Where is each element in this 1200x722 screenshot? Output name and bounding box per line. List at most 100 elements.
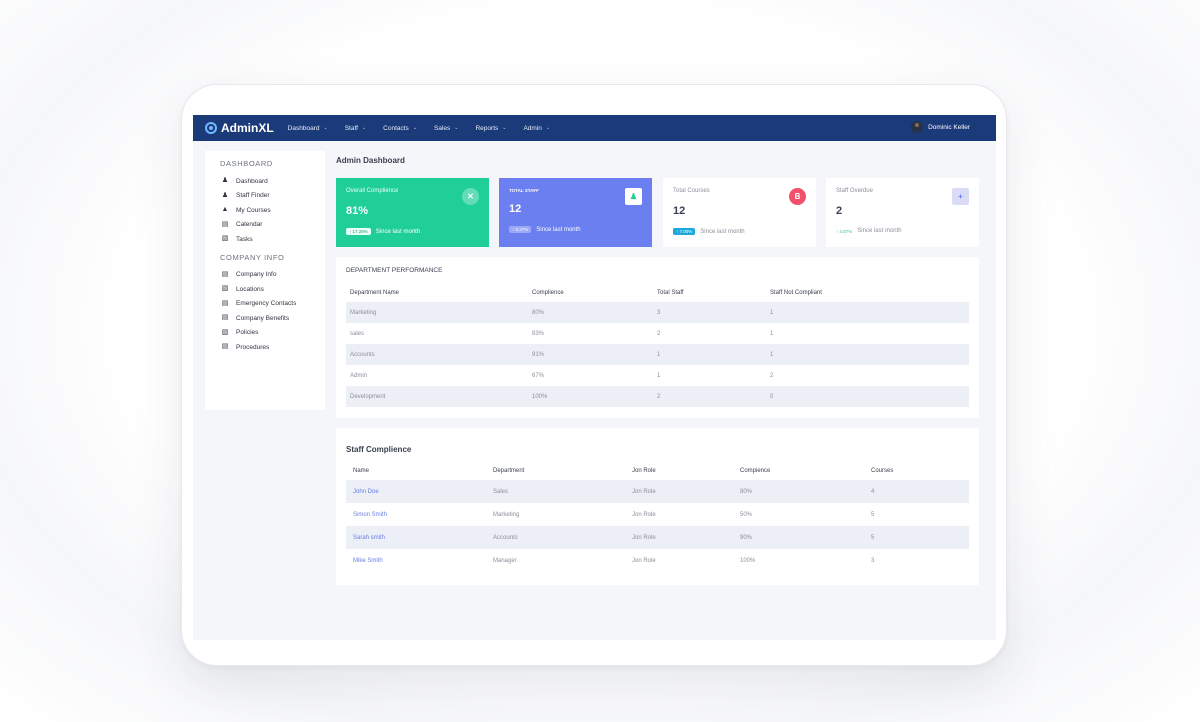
close-icon: ✕ [462, 188, 479, 205]
table-cell: 100% [740, 557, 756, 564]
panel-title: Staff Complience [346, 445, 412, 454]
table-row[interactable]: Development 100% 2 0 [346, 386, 969, 407]
table-cell: 3 [871, 557, 875, 564]
table-cell: 1 [770, 330, 774, 337]
table-cell: 67% [532, 372, 545, 379]
table-cell: Development [346, 386, 532, 407]
sidebar-item-locations[interactable]: ▧ Locations [221, 282, 325, 297]
menu-label: Admin [523, 124, 542, 132]
menu-admin[interactable]: Admin ⌄ [523, 125, 550, 132]
table-cell: 50% [740, 511, 753, 518]
staff-name-link[interactable]: John Doe [346, 480, 493, 503]
id-card-icon: ▤ [221, 299, 229, 307]
panel-title: DEPARTMENT PERFORMANCE [346, 267, 443, 274]
brand-name: AdminXL [221, 121, 274, 135]
table-cell: 2 [657, 330, 661, 337]
chevron-down-icon: ⌄ [545, 125, 551, 131]
sidebar-item-emergency-contacts[interactable]: ▤ Emergency Contacts [221, 297, 325, 312]
menu-label: Sales [434, 124, 451, 132]
users-icon: ♟ [221, 191, 229, 199]
table-cell: Accounts [493, 526, 632, 549]
menu-reports[interactable]: Reports ⌄ [475, 125, 506, 132]
sidebar-item-calendar[interactable]: ▤ Calendar [221, 218, 325, 233]
stat-card-compliance[interactable]: Overall Complience 81% ↑ 17.28% Since la… [336, 178, 489, 247]
trend-badge: ↑ 7.00% [673, 228, 696, 235]
sidebar-item-procedures[interactable]: ▤ Procedures [221, 340, 325, 355]
staff-compliance-panel: Staff Complience Name Department Jon Rol… [336, 428, 979, 585]
stat-card-total-courses[interactable]: Total Courses 12 ↑ 7.00% Since last mont… [663, 178, 816, 247]
table-cell: sales [350, 330, 365, 337]
menu-contacts[interactable]: Contacts ⌄ [383, 125, 417, 132]
map-icon: ▧ [221, 285, 229, 293]
sidebar-item-company-info[interactable]: ▤ Company Info [221, 268, 325, 283]
card-value: 2 [836, 205, 843, 217]
card-trend: ↑ 4.87% Since last month [836, 228, 902, 234]
table-row[interactable]: Simon Smith Marketing Jon Role 50% 5 [346, 503, 969, 526]
app-screen: AdminXL Dashboard ⌄ Staff ⌄ Contacts ⌄ Sale… [193, 115, 996, 640]
table-cell: 5 [871, 526, 969, 549]
table-cell: 80% [740, 480, 871, 503]
column-header: Compience [740, 468, 771, 474]
table-cell: 4 [871, 480, 969, 503]
user-menu[interactable]: Dominic Keller [911, 121, 970, 133]
menu-dashboard[interactable]: Dashboard ⌄ [288, 125, 328, 132]
menu-staff[interactable]: Staff ⌄ [345, 125, 366, 132]
user-name: Dominic Keller [928, 123, 970, 131]
stat-card-total-staff[interactable]: TOTAL STAFF 12 ↑ 5.27% Since last month … [499, 178, 652, 247]
table-cell: Sales [493, 480, 632, 503]
table-cell: 80% [532, 302, 657, 323]
sidebar-item-label: Company Benefits [236, 314, 290, 322]
table-row[interactable]: John Doe Sales Jon Role 80% 4 [346, 480, 969, 503]
menu-sales[interactable]: Sales ⌄ [434, 125, 458, 132]
sidebar-item-staff-finder[interactable]: ♟ Staff Finder [221, 189, 325, 204]
table-row[interactable]: Mike Smith Manager Jon Role 100% 3 [346, 549, 969, 572]
staff-name-link[interactable]: Mike Smith [353, 557, 383, 564]
column-header: Name [353, 468, 370, 474]
department-table: Department Name Complience Total Staff S… [346, 284, 969, 407]
staff-name-link[interactable]: Simon Smith [353, 511, 388, 518]
stat-card-staff-overdue[interactable]: Staff Overdue 2 ↑ 4.87% Since last month… [826, 178, 979, 247]
staff-name-link[interactable]: Sarah smith [346, 526, 493, 549]
users-icon: ♟ [221, 177, 229, 185]
sidebar-heading-company: COMPANY INFO [220, 252, 285, 262]
table-row[interactable]: Sarah smith Accounts Jon Role 90% 5 [346, 526, 969, 549]
table-cell: 0 [770, 386, 969, 407]
department-performance-panel: DEPARTMENT PERFORMANCE Department Name C… [336, 257, 979, 418]
menu-label: Staff [344, 124, 358, 132]
table-cell: 1 [770, 344, 969, 365]
menu-label: Reports [475, 124, 499, 132]
brand-logo[interactable]: AdminXL [205, 121, 274, 135]
column-header: Department [493, 468, 525, 474]
table-cell: 5 [871, 511, 875, 518]
trend-text: Since last month [857, 228, 902, 234]
menu-label: Contacts [383, 124, 409, 132]
id-card-icon: ▤ [221, 314, 229, 322]
table-row[interactable]: sales 83% 2 1 [346, 323, 969, 344]
table-cell: Manager [493, 557, 517, 564]
table-cell: 1 [770, 302, 969, 323]
table-row[interactable]: Accounts 91% 1 1 [346, 344, 969, 365]
table-row[interactable]: Marketing 80% 3 1 [346, 302, 969, 323]
chevron-down-icon: ⌄ [502, 125, 507, 131]
chevron-down-icon: ⌄ [412, 125, 418, 131]
card-label: TOTAL STAFF [509, 188, 539, 193]
trend-text: Since last month [375, 228, 421, 235]
card-trend: ↑ 5.27% Since last month [509, 226, 581, 233]
bitcoin-icon: B [789, 188, 806, 205]
calendar-icon: ▤ [221, 220, 229, 228]
sidebar-item-tasks[interactable]: ▧ Tasks [221, 232, 325, 247]
table-cell: 1 [657, 344, 770, 365]
column-header: Total Staff [657, 290, 684, 296]
sidebar-item-dashboard[interactable]: ♟ Dashboard [221, 174, 325, 189]
table-cell: 91% [532, 344, 657, 365]
sidebar-item-label: Procedures [236, 343, 270, 351]
chevron-down-icon: ⌄ [323, 125, 328, 131]
menu-label: Dashboard [287, 124, 320, 132]
sidebar-item-my-courses[interactable]: ▲ My Courses [221, 203, 325, 218]
column-header: Courses [871, 468, 894, 474]
sidebar-item-policies[interactable]: ▧ Policies [221, 326, 325, 341]
table-cell: Marketing [493, 511, 520, 518]
table-row[interactable]: Admin 67% 1 2 [346, 365, 969, 386]
trend-badge: ↑ 17.28% [346, 228, 371, 235]
sidebar-item-company-benefits[interactable]: ▤ Company Benefits [221, 311, 325, 326]
